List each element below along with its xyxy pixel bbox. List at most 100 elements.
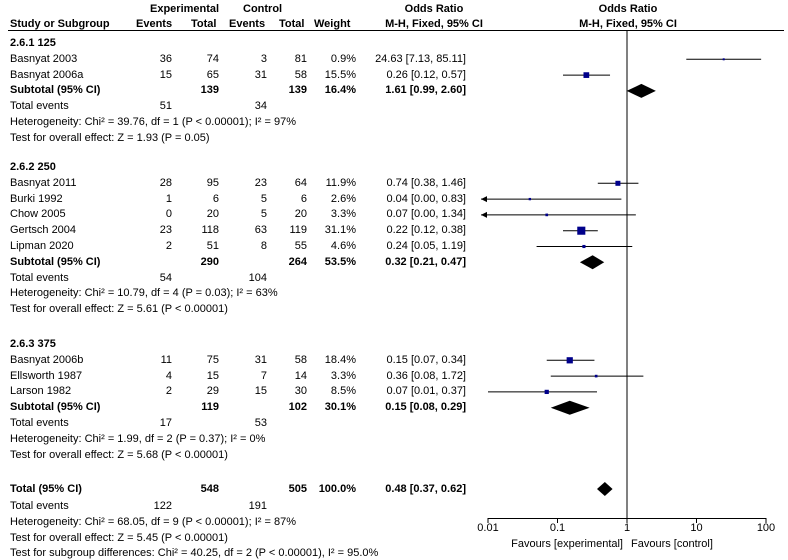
odds-ratio-ci: 0.26 [0.12, 0.57] xyxy=(386,68,466,81)
header-or-method: M-H, Fixed, 95% CI xyxy=(385,18,483,30)
favours-experimental-label: Favours [experimental] xyxy=(511,538,623,550)
total-control: 119 xyxy=(289,224,307,237)
study-name: Ellsworth 1987 xyxy=(10,369,83,382)
events-experimental: 11 xyxy=(160,353,172,366)
heterogeneity: Heterogeneity: Chi² = 39.76, df = 1 (P <… xyxy=(10,116,296,128)
events-control: 23 xyxy=(254,176,267,189)
odds-ratio-ci: 0.15 [0.07, 0.34] xyxy=(386,353,466,366)
weight: 0.9% xyxy=(330,52,356,65)
subtotal-ci: 0.15 [0.08, 0.29] xyxy=(385,401,466,414)
events-experimental: 15 xyxy=(159,68,172,81)
heterogeneity: Heterogeneity: Chi² = 1.99, df = 2 (P = … xyxy=(10,432,266,445)
study-1-2-square xyxy=(545,213,549,217)
total-control: 30 xyxy=(294,385,307,398)
total-experimental: 118 xyxy=(201,224,219,237)
header-control: Control xyxy=(243,3,283,15)
header-events-control: Events xyxy=(229,18,266,30)
total-experimental: 6 xyxy=(212,192,219,205)
study-0-1-square xyxy=(583,72,590,78)
events-experimental: 36 xyxy=(159,52,172,65)
total-events-experimental: 122 xyxy=(153,500,172,512)
total-experimental: 65 xyxy=(206,68,219,81)
study-2-0-square xyxy=(566,357,573,364)
odds-ratio-ci: 0.36 [0.08, 1.72] xyxy=(386,369,466,382)
total-experimental: 29 xyxy=(206,385,219,398)
total-events-control: 34 xyxy=(254,100,267,113)
subtotal-diamond-0 xyxy=(626,83,656,98)
events-control: 3 xyxy=(260,52,267,65)
x-axis-tick-label: 100 xyxy=(756,522,776,534)
subtotal-total-experimental: 119 xyxy=(201,401,219,414)
total-experimental: 15 xyxy=(206,369,219,382)
x-axis-tick-label: 1 xyxy=(623,522,631,534)
study-1-1-square xyxy=(528,197,532,201)
events-experimental: 28 xyxy=(159,176,172,189)
plot-title: Odds Ratio xyxy=(598,3,658,15)
events-control: 31 xyxy=(254,353,267,366)
header-study: Study or Subgroup xyxy=(10,18,110,30)
events-experimental: 1 xyxy=(165,192,172,205)
total-label: Total (95% CI) xyxy=(10,483,82,495)
overall-effect: Test for overall effect: Z = 5.61 (P < 0… xyxy=(10,303,228,316)
events-experimental: 0 xyxy=(165,208,172,221)
total-control: 14 xyxy=(294,369,307,382)
events-control: 15 xyxy=(254,385,267,398)
total-experimental: 74 xyxy=(206,52,219,65)
total-control: 20 xyxy=(294,208,307,221)
total-heterogeneity: Heterogeneity: Chi² = 68.05, df = 9 (P <… xyxy=(10,516,296,528)
subtotal-total-control: 264 xyxy=(288,255,307,268)
study-2-2-square xyxy=(544,389,549,395)
subtotal-label: Subtotal (95% CI) xyxy=(10,84,101,97)
study-name: Burki 1992 xyxy=(10,192,63,205)
events-control: 7 xyxy=(260,369,267,382)
x-axis-tick-label: 0.1 xyxy=(549,522,566,534)
study-name: Basnyat 2011 xyxy=(10,176,77,189)
events-experimental: 2 xyxy=(165,240,172,252)
subtotal-total-experimental: 139 xyxy=(200,84,219,97)
subtotal-total-control: 139 xyxy=(288,84,307,97)
weight: 31.1% xyxy=(324,224,356,237)
events-experimental: 23 xyxy=(159,224,172,237)
odds-ratio-ci: 0.74 [0.38, 1.46] xyxy=(386,176,466,189)
total-ci: 0.48 [0.37, 0.62] xyxy=(385,483,466,495)
overall-effect: Test for overall effect: Z = 1.93 (P = 0… xyxy=(10,131,210,144)
study-2-1-square xyxy=(594,374,598,378)
study-1-0-square xyxy=(615,180,621,186)
study-name: Basnyat 2003 xyxy=(10,52,78,65)
odds-ratio-ci: 0.07 [0.00, 1.34] xyxy=(386,208,466,221)
header-weight: Weight xyxy=(314,18,351,30)
weight: 2.6% xyxy=(330,192,356,205)
subgroup-title: 2.6.3 375 xyxy=(10,338,56,350)
header-events-experimental: Events xyxy=(136,18,173,30)
subtotal-weight: 30.1% xyxy=(324,401,356,414)
subgroup-title: 2.6.1 125 xyxy=(10,37,56,49)
total-experimental: 95 xyxy=(206,176,219,189)
study-name: Gertsch 2004 xyxy=(10,224,77,237)
study-name: Larson 1982 xyxy=(10,385,72,398)
total-experimental: 75 xyxy=(206,353,219,366)
total-weight: 100.0% xyxy=(318,483,356,495)
study-name: Basnyat 2006b xyxy=(10,353,84,366)
events-control: 31 xyxy=(254,68,267,81)
header-total-experimental: Total xyxy=(191,18,217,30)
study-1-3-square xyxy=(577,226,586,235)
events-control: 5 xyxy=(260,208,267,221)
total-overall-effect: Test for overall effect: Z = 5.45 (P < 0… xyxy=(10,532,228,544)
header-experimental: Experimental xyxy=(150,3,220,15)
odds-ratio-ci: 0.07 [0.01, 0.37] xyxy=(386,385,466,398)
odds-ratio-ci: 0.04 [0.00, 0.83] xyxy=(386,192,466,205)
subtotal-diamond-2 xyxy=(550,400,590,415)
subtotal-ci: 0.32 [0.21, 0.47] xyxy=(385,255,466,268)
subtotal-weight: 16.4% xyxy=(324,84,356,97)
total-control: 81 xyxy=(294,52,307,65)
total-experimental: 20 xyxy=(206,208,219,221)
total-diamond xyxy=(596,482,613,496)
subtotal-total-experimental: 290 xyxy=(200,255,219,268)
weight: 3.3% xyxy=(330,208,356,221)
total-events-experimental: 51 xyxy=(159,100,172,113)
weight: 11.9% xyxy=(325,176,356,189)
total-total-control: 505 xyxy=(288,483,307,495)
x-axis-tick-label: 10 xyxy=(690,522,703,534)
total-events-control: 53 xyxy=(254,417,267,429)
